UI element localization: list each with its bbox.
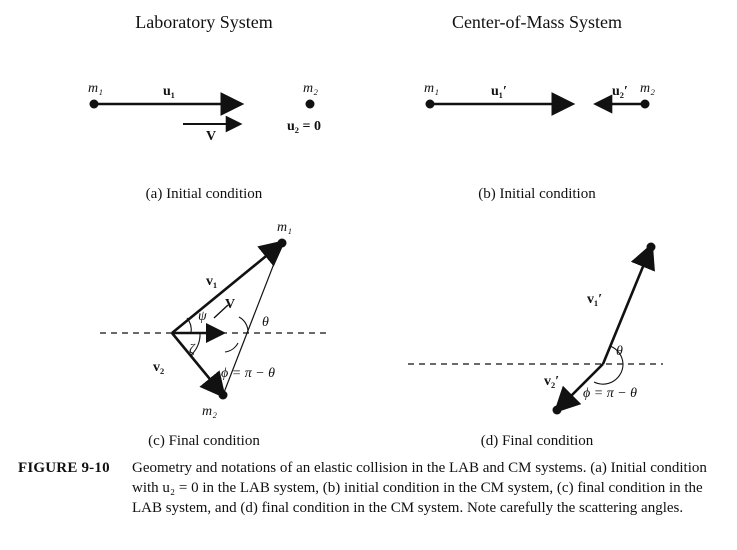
figure-caption-text: Geometry and notations of an elastic col… bbox=[132, 460, 707, 516]
phi-arc-c bbox=[224, 342, 239, 353]
psi-arc bbox=[186, 317, 192, 334]
subcaption-d: (d) Final condition bbox=[481, 433, 594, 449]
label-v1-prime: v₁′ bbox=[587, 292, 602, 307]
mass-m2-dot bbox=[218, 390, 228, 400]
label-v2-prime: v₂′ bbox=[544, 374, 559, 389]
label-m1-c: m₁ bbox=[277, 220, 292, 235]
label-theta-d: θ bbox=[616, 344, 623, 359]
subcaption-a: (a) Initial condition bbox=[146, 186, 263, 202]
laboratory-system-title: Laboratory System bbox=[135, 12, 272, 32]
label-u2-prime: u₂′ bbox=[612, 84, 628, 99]
mass-m2-dot bbox=[640, 99, 650, 109]
v2-prime-arrow bbox=[553, 363, 604, 414]
v1-arrow bbox=[171, 240, 286, 335]
panel-d: v₁′ θ v₂′ ϕ = π − θ bbox=[408, 242, 663, 415]
label-phi-c: ϕ = π − θ bbox=[221, 366, 275, 381]
panel-a: m₁ u₁ V m₂ u₂ = 0 bbox=[88, 81, 321, 144]
v1-prime-arrow bbox=[601, 242, 655, 365]
label-theta-c: θ bbox=[262, 315, 269, 330]
triangle-side-right bbox=[222, 242, 283, 396]
figure-number: FIGURE 9-10 bbox=[18, 460, 110, 476]
v2-arrow bbox=[170, 332, 226, 399]
subcaption-b: (b) Initial condition bbox=[478, 186, 596, 202]
label-phi-d: ϕ = π − θ bbox=[583, 386, 637, 401]
mass-m1-dot bbox=[277, 238, 287, 248]
label-zeta: ζ bbox=[189, 342, 196, 357]
theta-arc-c bbox=[238, 316, 249, 334]
panel-c: m₁ v₁ V ψ θ ζ v₂ ϕ = π − θ m₂ bbox=[100, 220, 330, 419]
label-m2-b: m₂ bbox=[640, 81, 655, 96]
label-v1: v₁ bbox=[206, 274, 217, 289]
label-m2-a: m₂ bbox=[303, 81, 318, 96]
label-psi: ψ bbox=[198, 309, 207, 324]
theta-arc-d bbox=[609, 345, 624, 365]
label-v2: v₂ bbox=[153, 360, 164, 375]
label-u2-zero: u₂ = 0 bbox=[287, 119, 321, 134]
label-v-a: V bbox=[206, 129, 216, 144]
mass-m1-prime-dot bbox=[646, 242, 656, 252]
mass-m2-dot bbox=[305, 99, 315, 109]
angle-marker-psi bbox=[213, 304, 229, 319]
label-m2-c: m₂ bbox=[202, 404, 217, 419]
zeta-arc bbox=[189, 332, 201, 357]
label-u1: u₁ bbox=[163, 84, 175, 99]
label-v-c: V bbox=[225, 297, 235, 312]
center-of-mass-system-title: Center-of-Mass System bbox=[452, 12, 622, 32]
subcaption-c: (c) Final condition bbox=[148, 433, 260, 449]
panel-b: m₁ u₁′ u₂′ m₂ bbox=[424, 81, 655, 116]
label-m1-b: m₁ bbox=[424, 81, 439, 96]
phi-arc-d bbox=[593, 363, 624, 385]
mass-m2-prime-dot bbox=[552, 405, 562, 415]
label-u1-prime: u₁′ bbox=[491, 84, 507, 99]
label-m1-a: m₁ bbox=[88, 81, 103, 96]
